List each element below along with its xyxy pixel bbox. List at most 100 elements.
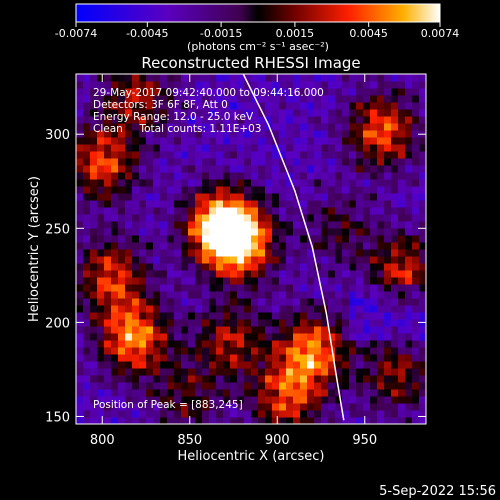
heatmap-cell [349,137,357,145]
heatmap-cell [139,172,147,180]
heatmap-cell [111,256,119,264]
heatmap-cell [335,172,343,180]
heatmap-cell [153,81,161,89]
heatmap-cell [412,291,420,299]
heatmap-cell [125,298,133,306]
heatmap-cell [216,123,224,131]
heatmap-cell [265,389,273,397]
heatmap-cell [76,305,84,313]
heatmap-cell [202,88,210,96]
heatmap-cell [230,193,238,201]
heatmap-cell [258,375,266,383]
heatmap-cell [314,368,322,376]
heatmap-cell [230,410,238,418]
heatmap-cell [118,221,126,229]
heatmap-cell [132,375,140,383]
heatmap-cell [216,81,224,89]
heatmap-cell [335,354,343,362]
heatmap-cell [272,158,280,166]
heatmap-cell [384,151,392,159]
heatmap-cell [251,305,259,313]
heatmap-cell [419,102,426,110]
heatmap-cell [293,263,301,271]
heatmap-cell [258,396,266,404]
heatmap-cell [216,109,224,117]
heatmap-cell [363,375,371,383]
heatmap-cell [237,186,245,194]
heatmap-cell [167,151,175,159]
heatmap-cell [202,375,210,383]
heatmap-cell [349,151,357,159]
heatmap-cell [146,249,154,257]
heatmap-cell [377,305,385,313]
heatmap-cell [335,151,343,159]
heatmap-cell [370,263,378,271]
heatmap-cell [181,305,189,313]
heatmap-cell [111,347,119,355]
heatmap-cell [300,319,308,327]
heatmap-cell [258,417,266,424]
heatmap-cell [370,410,378,418]
heatmap-cell [363,88,371,96]
heatmap-cell [104,354,112,362]
heatmap-cell [363,151,371,159]
heatmap-cell [118,193,126,201]
heatmap-cell [244,256,252,264]
heatmap-cell [153,88,161,96]
heatmap-cell [111,207,119,215]
heatmap-cell [251,200,259,208]
heatmap-cell [223,116,231,124]
heatmap-cell [405,403,413,411]
heatmap-cell [146,291,154,299]
heatmap-cell [104,151,112,159]
heatmap-cell [265,179,273,187]
heatmap-cell [307,410,315,418]
heatmap-cell [384,347,392,355]
heatmap-cell [314,137,322,145]
heatmap-cell [419,326,426,334]
heatmap-cell [104,165,112,173]
heatmap-cell [286,403,294,411]
heatmap-cell [160,389,168,397]
heatmap-cell [153,144,161,152]
heatmap-cell [223,326,231,334]
heatmap-cell [160,417,168,424]
heatmap-cell [342,165,350,173]
heatmap-cell [293,221,301,229]
heatmap-cell [132,263,140,271]
heatmap-cell [419,375,426,383]
heatmap-cell [223,214,231,222]
heatmap-cell [153,158,161,166]
heatmap-cell [321,319,329,327]
heatmap-cell [300,270,308,278]
heatmap-cell [258,305,266,313]
heatmap-cell [328,172,336,180]
heatmap-cell [132,277,140,285]
heatmap-cell [181,151,189,159]
heatmap-cell [97,172,105,180]
heatmap-cell [146,193,154,201]
heatmap-cell [97,312,105,320]
heatmap-cell [104,186,112,194]
heatmap-cell [286,270,294,278]
heatmap-cell [90,305,98,313]
heatmap-cell [139,193,147,201]
heatmap-cell [293,382,301,390]
heatmap-cell [118,354,126,362]
heatmap-cell [76,298,84,306]
heatmap-cell [139,186,147,194]
heatmap-cell [90,256,98,264]
heatmap-cell [167,165,175,173]
heatmap-cell [181,221,189,229]
heatmap-cell [209,249,217,257]
heatmap-cell [398,221,406,229]
heatmap-cell [370,284,378,292]
heatmap-cell [349,333,357,341]
heatmap-cell [209,221,217,229]
heatmap-cell [335,403,343,411]
heatmap-cell [398,130,406,138]
heatmap-cell [328,165,336,173]
heatmap-cell [160,284,168,292]
heatmap-cell [363,298,371,306]
heatmap-cell [195,319,203,327]
